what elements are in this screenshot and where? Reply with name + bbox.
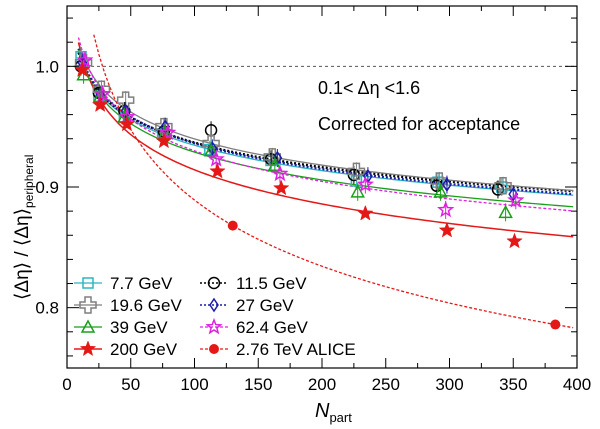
data-point (74, 61, 91, 77)
data-point (272, 179, 290, 196)
y-tick-label: 0.9 (35, 178, 59, 197)
data-point (74, 53, 93, 72)
legend-label: 19.6 GeV (110, 296, 182, 315)
y-tick-label: 0.8 (35, 299, 59, 318)
acceptance-annotation: Corrected for acceptance (318, 114, 520, 134)
legend-marker (79, 340, 97, 357)
data-point (120, 103, 131, 119)
data-point (159, 123, 177, 141)
x-axis-label-sub: part (329, 410, 352, 425)
data-point (209, 162, 226, 179)
x-tick-label: 50 (121, 375, 140, 394)
y-axis-label-separator: / (12, 246, 33, 262)
data-points (74, 47, 561, 330)
data-point (271, 164, 289, 182)
legend-label: 2.76 TeV ALICE (236, 340, 356, 359)
data-point (550, 319, 561, 330)
data-point (267, 157, 283, 172)
data-point (91, 96, 109, 112)
legend: 7.7 GeV 11.5 GeV 19.6 GeV 27 GeV 39 GeV 62.4 … (74, 274, 356, 359)
data-point (347, 162, 366, 181)
x-tick-label: 200 (308, 375, 336, 394)
data-point (118, 115, 136, 132)
y-tick-label: 1.0 (35, 57, 59, 76)
legend-marker (207, 276, 221, 290)
data-point (227, 220, 238, 231)
fit-curve (93, 34, 574, 329)
fit-curve (77, 42, 574, 238)
legend-marker (80, 319, 96, 333)
x-tick-label: 300 (435, 375, 463, 394)
data-point (507, 191, 525, 208)
legend-marker (82, 277, 94, 289)
data-point (442, 177, 452, 192)
data-point (207, 150, 225, 167)
data-point (357, 204, 374, 221)
data-point (506, 232, 523, 249)
y-axis-label: ⟨Δη⟩ / ⟨Δη⟩peripheral (12, 155, 36, 300)
data-point (356, 175, 374, 192)
data-point (76, 51, 94, 68)
legend-label: 11.5 GeV (236, 274, 307, 293)
legend-label: 62.4 GeV (236, 318, 308, 337)
data-point (155, 132, 173, 149)
fit-curves (77, 34, 574, 329)
fit-curve (77, 52, 574, 193)
legend-label: 27 GeV (236, 296, 294, 315)
x-tick-label: 0 (62, 375, 71, 394)
legend-marker (209, 344, 219, 354)
data-point (437, 200, 455, 218)
fit-curve (77, 37, 574, 212)
y-axis-label-denominator: ⟨Δη⟩ (12, 208, 33, 246)
data-point (438, 221, 456, 238)
legend-label: 39 GeV (110, 318, 168, 337)
data-point (433, 184, 448, 198)
data-point (498, 204, 513, 219)
data-point (494, 177, 512, 195)
plot-frame (66, 5, 578, 369)
x-tick-label: 250 (372, 375, 400, 394)
data-point (496, 181, 508, 193)
x-axis-label-main: N (315, 400, 330, 422)
x-tick-label: 350 (499, 375, 527, 394)
legend-marker (209, 297, 219, 313)
legend-label: 7.7 GeV (110, 274, 173, 293)
x-tick-label: 150 (244, 375, 272, 394)
data-point (116, 91, 135, 109)
delta-eta-range-annotation: 0.1< Δη <1.6 (318, 78, 420, 98)
legend-marker (205, 317, 223, 335)
x-axis-label: Npart (315, 400, 352, 425)
y-axis-label-numerator: ⟨Δη⟩ (12, 262, 33, 300)
legend-marker (79, 296, 97, 314)
data-point (94, 85, 112, 102)
x-tick-label: 400 (563, 375, 591, 394)
y-axis-label-sub: peripheral (22, 155, 36, 208)
legend-label: 200 GeV (110, 340, 178, 359)
data-point (203, 143, 219, 157)
x-tick-label: 100 (180, 375, 208, 394)
